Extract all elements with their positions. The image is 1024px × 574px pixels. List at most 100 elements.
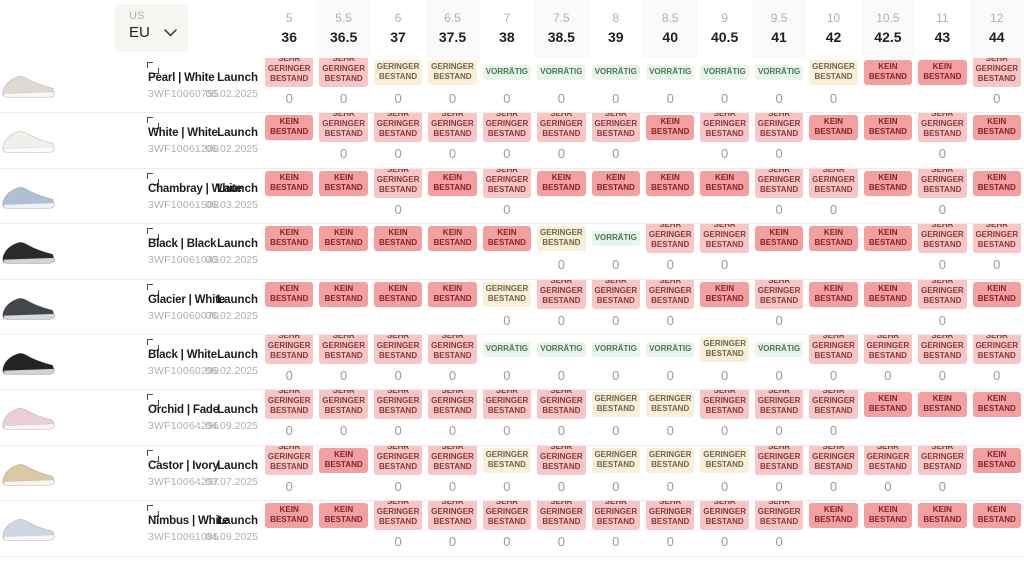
stock-cell: SEHR GERINGER BESTAND 0 <box>371 390 425 444</box>
stock-cell: GERINGER BESTAND 0 <box>480 280 534 334</box>
size-column-header: 6 37 <box>371 0 425 58</box>
stock-cell: SEHR GERINGER BESTAND 0 <box>589 279 643 334</box>
stock-cell: KEIN BESTAND <box>915 58 969 112</box>
product-row[interactable]: Black | Black 3WF10061043 Launch 06.02.2025… <box>0 224 1024 280</box>
status-badge: KEIN BESTAND <box>809 115 858 141</box>
stock-count: 0 <box>557 146 565 162</box>
status-badge: KEIN BESTAND <box>863 503 913 529</box>
status-badge: SEHR GERINGER BESTAND <box>754 279 804 309</box>
status-badge: KEIN BESTAND <box>918 392 967 418</box>
size-us-label: 5 <box>285 11 293 25</box>
unit-eu-selected: EU <box>129 24 150 41</box>
stock-cell: KEIN BESTAND <box>806 501 860 555</box>
matrix-header: US EU 5 36 5.5 36.5 6 37 6.5 37.5 7 38 7.5 38.5 8 39 8… <box>0 0 1024 58</box>
status-badge: KEIN BESTAND <box>319 281 368 307</box>
stock-cell: VORRÄTIG 0 <box>534 58 588 112</box>
expand-icon[interactable] <box>147 283 159 296</box>
stock-cell: KEIN BESTAND <box>534 169 588 223</box>
status-badge: VORRÄTIG <box>591 65 640 80</box>
status-badge: SEHR GERINGER BESTAND <box>591 113 640 143</box>
launch-date: 06.02.2025 <box>205 364 258 377</box>
stock-count: 0 <box>394 367 402 383</box>
product-row[interactable]: Nimbus | White 3WF10061085 Launch 04.09.202… <box>0 501 1024 557</box>
status-badge: SEHR GERINGER BESTAND <box>972 224 1021 254</box>
status-badge: SEHR GERINGER BESTAND <box>537 279 586 309</box>
status-badge: SEHR GERINGER BESTAND <box>319 390 368 420</box>
stock-count: 0 <box>557 367 565 383</box>
stock-cell: KEIN BESTAND <box>371 280 425 334</box>
launch-info: Launch 04.09.2025 <box>188 515 258 543</box>
status-badge: SEHR GERINGER BESTAND <box>645 224 695 254</box>
stock-count: 0 <box>775 201 783 217</box>
stock-count: 0 <box>829 423 838 439</box>
status-badge: GERINGER BESTAND <box>373 60 423 85</box>
expand-icon[interactable] <box>147 505 159 518</box>
status-badge: SEHR GERINGER BESTAND <box>591 501 640 531</box>
stock-count: 0 <box>448 478 457 494</box>
stock-cell: KEIN BESTAND <box>316 280 370 334</box>
stock-count: 0 <box>394 201 402 217</box>
product-row[interactable]: Castor | Ivory 3WF10064297 Launch 03.07.202… <box>0 445 1024 502</box>
expand-icon[interactable] <box>147 394 159 407</box>
unit-select-dropdown[interactable]: US EU <box>114 4 188 52</box>
expand-icon[interactable] <box>147 172 159 185</box>
stock-count: 0 <box>775 534 783 550</box>
stock-count: 0 <box>666 478 674 494</box>
product-row[interactable]: Pearl | White 3WF10060755 Launch 06.02.2025… <box>0 58 1024 114</box>
expand-icon[interactable] <box>147 228 159 241</box>
stock-cell: SEHR GERINGER BESTAND 0 <box>534 279 588 334</box>
stock-cell: GERINGER BESTAND 0 <box>697 335 751 389</box>
stock-cell: SEHR GERINGER BESTAND 0 <box>970 334 1024 389</box>
product-row[interactable]: Orchid | Fade 3WF10064296 Launch 04.09.2025… <box>0 390 1024 446</box>
product-info: Pearl | White 3WF10060755 <box>148 72 219 100</box>
status-badge: KEIN BESTAND <box>809 226 858 252</box>
product-row[interactable]: Chambray | White 3WF10061508 Launch 06.03.2… <box>0 168 1024 225</box>
stock-cells: KEIN BESTAND KEIN BESTAND KEIN BESTAND KEIN… <box>262 224 1024 278</box>
status-badge: SEHR GERINGER BESTAND <box>482 113 532 143</box>
unit-us-option[interactable]: US <box>129 10 145 22</box>
status-badge: VORRÄTIG <box>645 65 695 80</box>
product-row[interactable]: Black | White 3WF10060299 Launch 06.02.2025… <box>0 334 1024 391</box>
stock-cell: KEIN BESTAND <box>262 501 316 555</box>
launch-info: Launch 06.02.2025 <box>188 294 258 322</box>
product-row[interactable]: White | White 3WF10061200 Launch 06.02.2025… <box>0 113 1024 169</box>
status-badge: KEIN BESTAND <box>700 170 749 196</box>
stock-cell: KEIN BESTAND <box>970 280 1024 334</box>
stock-cells: KEIN BESTAND KEIN BESTAND SEHR GERINGER BE… <box>262 168 1024 223</box>
expand-icon[interactable] <box>147 62 159 74</box>
stock-cell: SEHR GERINGER BESTAND 0 <box>915 168 969 223</box>
size-us-label: 10 <box>826 11 841 25</box>
product-row[interactable]: Glacier | White 3WF10060070 Launch 06.02.20… <box>0 279 1024 335</box>
stock-cell: SEHR GERINGER BESTAND 0 <box>425 113 479 167</box>
stock-cell: SEHR GERINGER BESTAND 0 <box>371 113 425 167</box>
stock-count: 0 <box>557 478 565 494</box>
size-column-header: 9.5 41 <box>751 0 807 58</box>
stock-cell: KEIN BESTAND <box>425 280 479 334</box>
stock-cell: GERINGER BESTAND 0 <box>534 224 588 278</box>
stock-cell: VORRÄTIG 0 <box>480 335 534 389</box>
stock-cell: SEHR GERINGER BESTAND 0 <box>480 501 534 555</box>
product-sku: 3WF10061085 <box>148 531 220 544</box>
status-badge: GERINGER BESTAND <box>700 336 749 362</box>
launch-info: Launch 04.09.2025 <box>188 404 258 432</box>
stock-cell: SEHR GERINGER BESTAND 0 <box>316 58 370 112</box>
stock-cell: VORRÄTIG 0 <box>589 224 643 278</box>
stock-cell: VORRÄTIG 0 <box>589 335 643 389</box>
stock-count: 0 <box>503 534 511 550</box>
size-us-label: 9 <box>721 11 728 25</box>
stock-cell: KEIN BESTAND <box>970 390 1024 444</box>
stock-cell: KEIN BESTAND <box>861 390 915 444</box>
stock-cell: SEHR GERINGER BESTAND 0 <box>371 168 425 223</box>
status-badge: SEHR GERINGER BESTAND <box>645 501 695 531</box>
expand-icon[interactable] <box>147 117 159 130</box>
expand-icon[interactable] <box>147 338 159 351</box>
stock-cell: SEHR GERINGER BESTAND 0 <box>643 279 697 334</box>
status-badge: SEHR GERINGER BESTAND <box>918 334 967 364</box>
stock-count: 0 <box>829 478 838 494</box>
stock-cell: SEHR GERINGER BESTAND 0 <box>806 390 860 444</box>
stock-cell: SEHR GERINGER BESTAND 0 <box>371 445 425 500</box>
status-badge: SEHR GERINGER BESTAND <box>537 113 586 143</box>
launch-label: Launch <box>217 293 258 306</box>
expand-icon[interactable] <box>147 449 159 462</box>
stock-cell: KEIN BESTAND <box>915 501 969 555</box>
